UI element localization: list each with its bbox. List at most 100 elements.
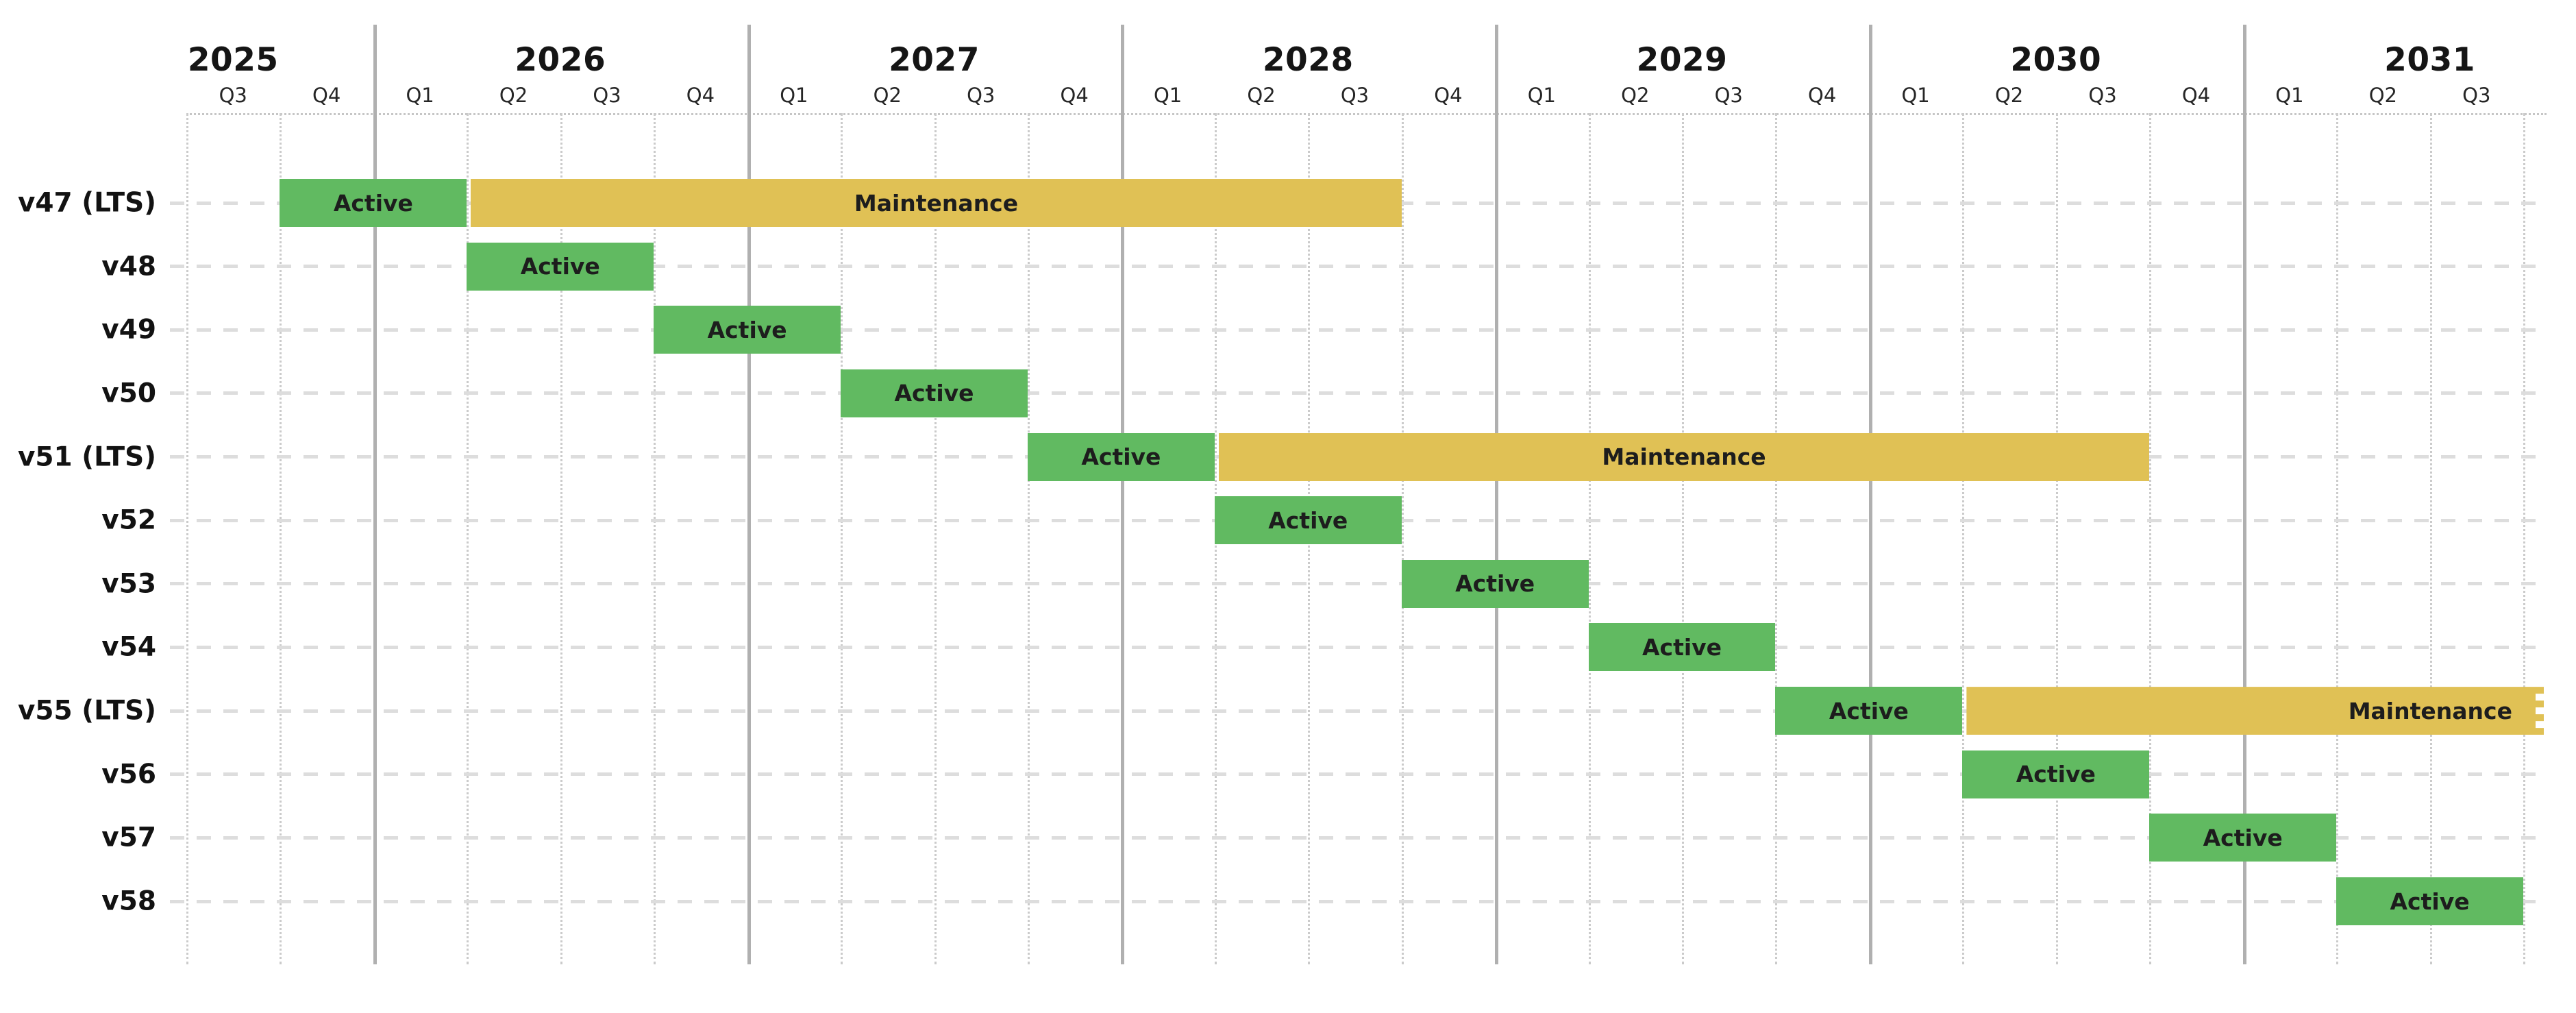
- quarter-label: Q1: [406, 84, 434, 107]
- year-label: 2026: [515, 41, 606, 79]
- quarter-label: Q2: [1621, 84, 1650, 107]
- quarter-gridline: [841, 113, 843, 964]
- maintenance-bar: Maintenance: [1966, 687, 2544, 735]
- quarter-gridline: [1588, 113, 1591, 964]
- quarter-label: Q3: [2462, 84, 2491, 107]
- quarter-gridline: [2429, 113, 2432, 964]
- year-label: 2031: [2384, 41, 2475, 79]
- quarter-label: Q2: [1994, 84, 2024, 107]
- row-label: v47 (LTS): [17, 187, 156, 219]
- quarter-label: Q3: [219, 84, 247, 107]
- bar-phase-label: Active: [2390, 888, 2470, 915]
- year-gridline: [2242, 25, 2246, 964]
- row-label: v54: [101, 631, 156, 663]
- row-guide-dashes: [170, 772, 2547, 777]
- row-guide-dashes: [170, 328, 2547, 332]
- quarter-gridline: [2336, 113, 2339, 964]
- row-guide-dashes: [170, 899, 2547, 903]
- maintenance-bar: Maintenance: [471, 179, 1402, 227]
- quarter-label: Q4: [1808, 84, 1837, 107]
- bar-phase-label: Maintenance: [854, 189, 1019, 217]
- row-label: v52: [101, 504, 156, 536]
- quarter-label: Q3: [1714, 84, 1743, 107]
- quarter-gridline: [1962, 113, 1965, 964]
- quarter-label: Q4: [1434, 84, 1463, 107]
- row-label: v53: [101, 568, 156, 600]
- bar-phase-label: Active: [1455, 570, 1535, 598]
- year-gridline: [1495, 25, 1499, 964]
- bar-phase-label: Active: [1268, 506, 1348, 534]
- bar-phase-label: Active: [333, 189, 413, 217]
- year-label: 2027: [889, 41, 980, 79]
- year-gridline: [373, 25, 377, 964]
- bar-phase-label: Active: [1081, 443, 1161, 471]
- year-gridline: [1121, 25, 1125, 964]
- year-label: 2028: [1262, 41, 1354, 79]
- year-label: 2029: [1636, 41, 1728, 79]
- quarter-label: Q4: [312, 84, 341, 107]
- quarter-label: Q1: [1153, 84, 1182, 107]
- quarter-label: Q2: [1247, 84, 1276, 107]
- quarter-label: Q1: [780, 84, 808, 107]
- quarter-gridline: [560, 113, 562, 964]
- quarter-label: Q3: [2088, 84, 2117, 107]
- row-guide-dashes: [170, 582, 2547, 586]
- active-bar: Active: [280, 179, 467, 227]
- quarter-gridline: [280, 113, 282, 964]
- quarter-label: Q4: [686, 84, 715, 107]
- quarter-gridline: [2149, 113, 2152, 964]
- quarter-gridline: [1027, 113, 1030, 964]
- active-bar: Active: [1588, 623, 1776, 672]
- quarter-label: Q1: [2275, 84, 2304, 107]
- quarter-gridline: [1775, 113, 1778, 964]
- bar-phase-label: Active: [520, 253, 600, 280]
- quarter-gridline: [654, 113, 656, 964]
- row-label: v56: [101, 759, 156, 790]
- quarter-label: Q3: [593, 84, 621, 107]
- maintenance-bar: Maintenance: [1218, 432, 2150, 481]
- row-label: v49: [101, 314, 156, 345]
- row-label: v48: [101, 251, 156, 282]
- active-bar: Active: [2336, 877, 2523, 926]
- active-bar: Active: [1401, 559, 1589, 608]
- year-label: 2030: [2010, 41, 2102, 79]
- active-bar: Active: [467, 242, 654, 291]
- quarter-label: Q2: [2368, 84, 2397, 107]
- quarter-gridline: [1682, 113, 1685, 964]
- quarter-label: Q1: [1527, 84, 1557, 107]
- active-bar: Active: [1214, 496, 1402, 545]
- row-label: v57: [101, 822, 156, 853]
- active-bar: Active: [1775, 687, 1963, 735]
- bar-phase-label: Maintenance: [1602, 443, 1766, 471]
- quarter-gridline: [934, 113, 937, 964]
- active-bar: Active: [654, 306, 841, 354]
- row-guide-dashes: [170, 709, 2547, 713]
- quarter-label: Q4: [1060, 84, 1089, 107]
- active-bar: Active: [841, 369, 1028, 417]
- quarter-label: Q2: [499, 84, 528, 107]
- quarter-label: Q1: [1901, 84, 1930, 107]
- row-label: v51 (LTS): [17, 441, 156, 473]
- year-gridline: [1868, 25, 1872, 964]
- year-gridline: [747, 25, 751, 964]
- bar-phase-label: Active: [707, 316, 787, 343]
- quarter-label: Q4: [2181, 84, 2211, 107]
- axis-baseline-rule: [186, 113, 2547, 115]
- quarter-gridline: [467, 113, 469, 964]
- quarter-label: Q3: [967, 84, 995, 107]
- year-label: 2025: [187, 41, 279, 79]
- row-guide-dashes: [170, 265, 2547, 269]
- active-bar: Active: [1962, 750, 2150, 798]
- row-label: v58: [101, 886, 156, 917]
- bar-phase-label: Maintenance: [2348, 697, 2512, 724]
- bar-phase-label: Active: [894, 380, 974, 407]
- quarter-gridline: [2523, 113, 2525, 964]
- row-guide-dashes: [170, 835, 2547, 840]
- row-label: v55 (LTS): [17, 695, 156, 727]
- quarter-gridline: [186, 113, 188, 964]
- quarter-label: Q3: [1340, 84, 1370, 107]
- bar-phase-label: Active: [2016, 761, 2096, 788]
- quarter-gridline: [2055, 113, 2058, 964]
- row-guide-dashes: [170, 391, 2547, 395]
